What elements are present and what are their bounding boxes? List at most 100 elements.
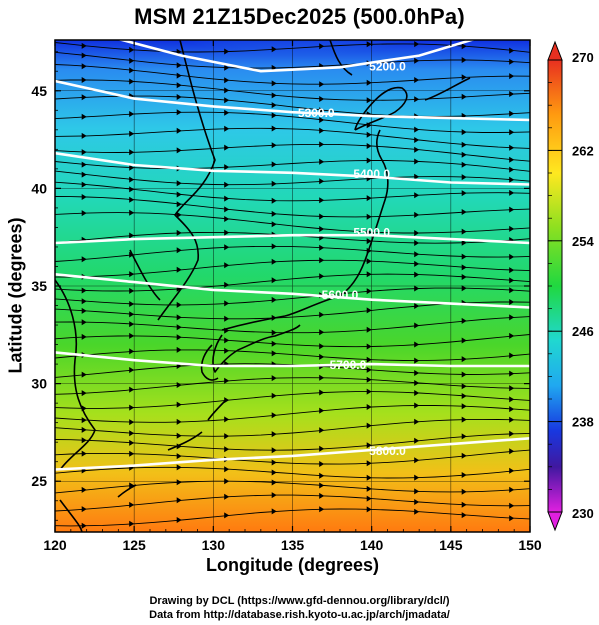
contour-labels: 5200.0 5300.0 5400.0 5500.0 5600.0 5700.0 5800… xyxy=(298,59,406,458)
streamline-arrow xyxy=(224,77,230,84)
streamline-arrow xyxy=(81,132,87,139)
contour-line xyxy=(55,351,530,368)
streamline-arrow xyxy=(414,260,420,267)
streamline-arrow xyxy=(176,266,182,273)
streamline-arrow xyxy=(224,195,230,202)
contour-line xyxy=(55,79,530,122)
streamline-arrow xyxy=(129,67,135,74)
contour-line xyxy=(55,437,530,471)
x-axis-ticks: 120 125 130 135 140 145 150 xyxy=(43,40,542,553)
map-title: MSM 21Z15Dec2025 (500.0hPa) xyxy=(134,4,465,29)
height-contours xyxy=(55,40,530,471)
streamline-arrow xyxy=(461,317,467,324)
streamline-arrow xyxy=(461,129,467,136)
contour-label: 5400.0 xyxy=(353,167,390,181)
streamline-arrow xyxy=(176,62,182,69)
streamline-arrow xyxy=(366,229,372,236)
streamline-arrow xyxy=(176,517,182,523)
streamline-arrow xyxy=(129,176,135,183)
streamline-arrow xyxy=(319,273,325,280)
streamline-arrow xyxy=(461,488,467,495)
streamline-arrow xyxy=(414,457,420,464)
streamline-arrow xyxy=(271,469,277,476)
streamline-arrow xyxy=(81,437,87,444)
contour-label: 5200.0 xyxy=(369,59,406,73)
streamline-arrow xyxy=(271,296,277,303)
streamline-arrow xyxy=(271,479,277,486)
contour-line xyxy=(55,273,530,309)
streamline-arrow xyxy=(414,437,420,444)
streamline-arrow xyxy=(224,144,230,151)
streamline-arrow xyxy=(81,390,87,397)
contour-label: 5300.0 xyxy=(298,106,335,120)
streamline-arrow xyxy=(509,225,515,232)
streamline-arrow xyxy=(414,271,420,278)
streamline-arrow xyxy=(176,301,182,308)
streamline-arrow xyxy=(509,515,515,522)
streamline-arrow xyxy=(176,314,182,321)
streamline-arrow xyxy=(129,321,135,328)
streamline-arrow xyxy=(271,314,277,321)
streamline-arrow xyxy=(509,314,515,321)
streamline-arrow xyxy=(366,41,372,48)
streamline-arrow xyxy=(81,94,87,101)
streamline-arrow xyxy=(414,211,420,218)
streamline-arrow xyxy=(509,396,515,403)
streamline-arrow xyxy=(509,448,515,455)
streamline-arrow xyxy=(414,474,420,481)
streamline-arrow xyxy=(176,346,182,353)
streamline-arrow xyxy=(509,299,515,305)
streamline-arrow xyxy=(176,147,182,154)
streamline-arrow xyxy=(319,107,325,114)
streamline-arrow xyxy=(81,426,87,433)
x-tick-label: 150 xyxy=(518,537,542,553)
streamline-arrow xyxy=(319,427,325,434)
graticule xyxy=(55,40,530,532)
colorbar-tick-label: 230 xyxy=(572,506,594,521)
streamline-arrow xyxy=(176,72,182,79)
streamline-arrow xyxy=(319,407,325,414)
streamline-arrow xyxy=(129,332,135,339)
streamline-arrow xyxy=(224,377,230,384)
streamline-arrow xyxy=(414,418,420,425)
streamline-arrow xyxy=(81,405,87,412)
streamline-arrow xyxy=(176,464,182,471)
streamline-arrow xyxy=(271,197,277,204)
streamline-arrow xyxy=(319,81,325,88)
streamline-arrow xyxy=(366,343,372,350)
streamline-arrow xyxy=(81,171,87,178)
streamline-arrow xyxy=(176,418,182,425)
colorbar-bottom-triangle xyxy=(547,511,563,532)
streamline-arrow xyxy=(509,352,515,359)
streamline-arrow xyxy=(509,267,515,274)
streamline-arrow xyxy=(319,226,325,232)
streamline-arrow xyxy=(271,447,277,454)
streamline-arrow xyxy=(176,229,182,236)
streamline-arrow xyxy=(81,52,87,59)
streamline-arrow xyxy=(414,499,420,505)
streamline-arrow xyxy=(224,97,230,104)
streamline-arrow xyxy=(224,281,230,288)
streamline-arrow xyxy=(176,191,182,198)
streamline-arrow xyxy=(461,93,467,100)
streamline-arrow xyxy=(319,461,325,467)
streamline-arrow xyxy=(461,472,467,478)
streamline-arrow xyxy=(271,375,277,382)
streamline-arrow xyxy=(176,211,182,218)
streamline-arrow xyxy=(129,164,135,171)
streamline-arrow xyxy=(81,506,87,513)
streamline-arrow xyxy=(366,79,372,86)
streamline-arrow xyxy=(461,501,467,508)
streamline-arrow xyxy=(271,180,277,187)
streamline-arrow xyxy=(129,287,135,294)
streamline-arrow xyxy=(224,164,230,171)
streamline-arrow xyxy=(509,156,515,163)
streamline-arrow xyxy=(81,319,87,326)
streamline-arrow xyxy=(319,374,325,381)
x-tick-label: 140 xyxy=(360,537,384,553)
streamline-arrow xyxy=(414,380,420,386)
streamline-arrow xyxy=(319,213,325,220)
streamline-arrow xyxy=(224,48,230,55)
streamline-arrow xyxy=(509,206,515,213)
colorbar-tick-label: 270 xyxy=(572,50,594,65)
